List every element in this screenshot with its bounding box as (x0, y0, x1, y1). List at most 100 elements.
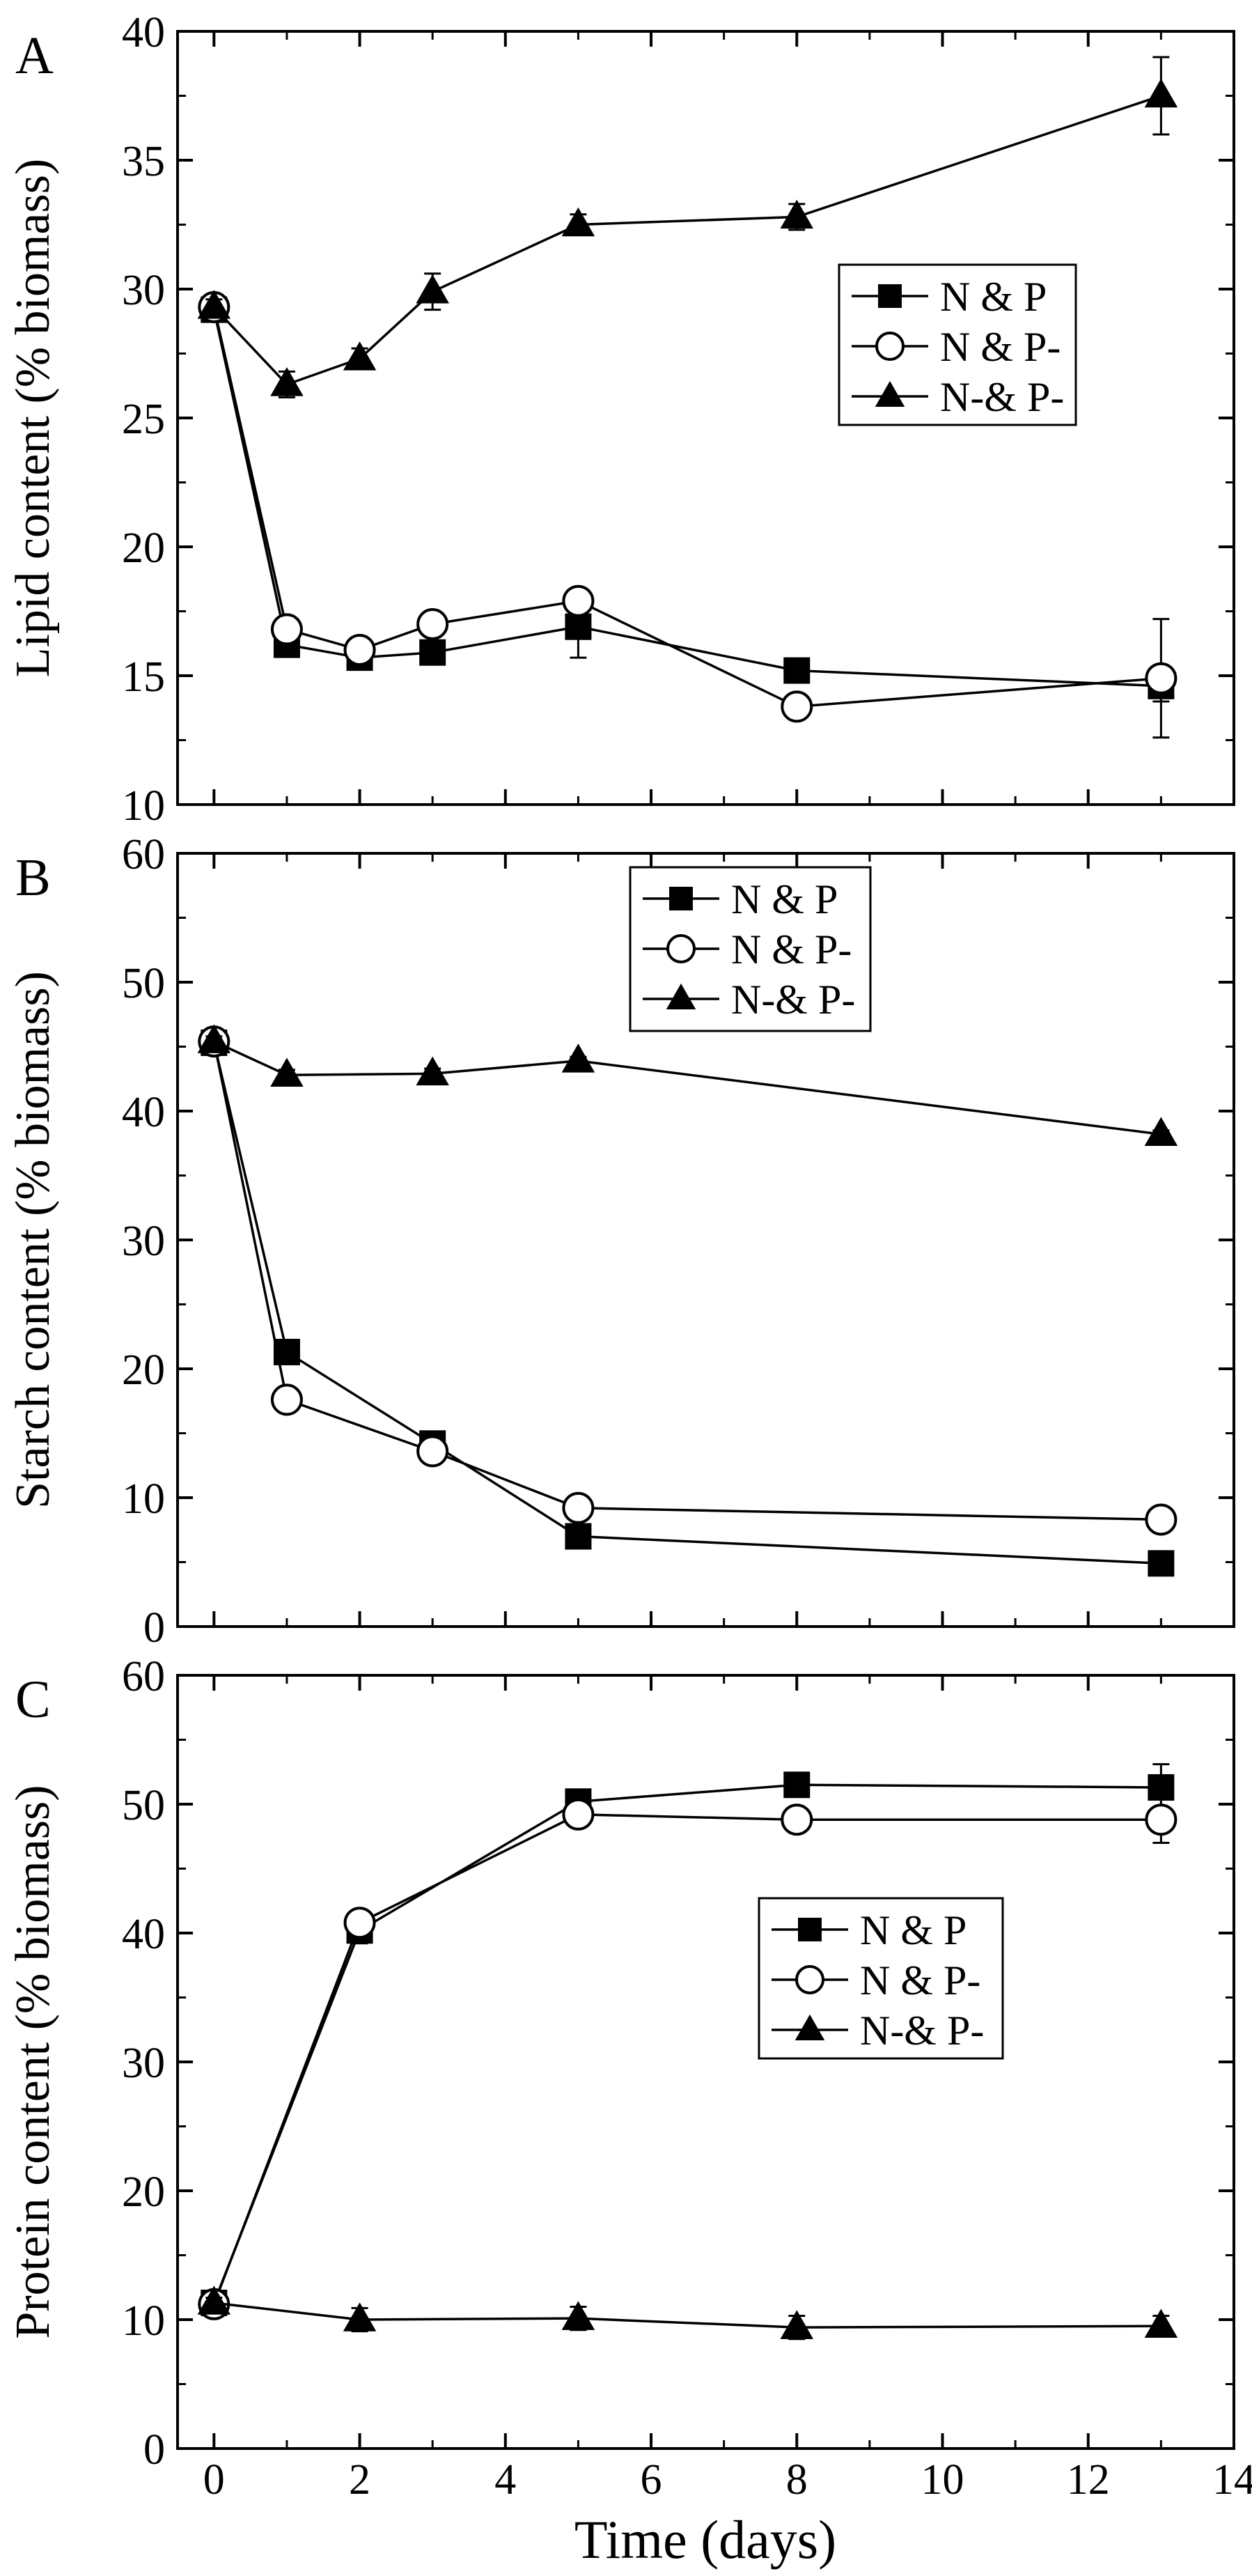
series-triangle (197, 2286, 1178, 2341)
series-circle (198, 1025, 1177, 1536)
panel-a: 10 15 20 25 30 35 40 A Lipid content (% biomass)… (6, 9, 1235, 830)
data-point-triangle (1144, 1117, 1178, 1147)
x-tick-label: 0 (203, 2456, 225, 2504)
data-point-square (783, 657, 811, 684)
y-tick-label: 50 (122, 1782, 165, 1829)
data-point-triangle (561, 2301, 595, 2330)
x-tick-label: 6 (641, 2456, 662, 2504)
series-triangle (197, 1024, 1178, 1147)
legend-marker-square (878, 284, 902, 308)
data-point-circle (1145, 1503, 1177, 1536)
data-point-triangle (780, 2310, 814, 2339)
y-tick-label: 20 (122, 1347, 165, 1394)
y-tick-label: 0 (143, 2426, 165, 2474)
data-point-triangle (343, 2302, 377, 2331)
legend-marker-circle (666, 934, 696, 963)
data-point-square (1148, 1550, 1175, 1577)
legend-label: N & P (860, 1907, 967, 1953)
data-point-triangle (270, 367, 304, 396)
data-point-triangle (197, 2286, 231, 2315)
data-point-triangle (197, 1024, 231, 1053)
data-point-triangle (416, 1056, 449, 1086)
series-triangle (197, 56, 1178, 398)
legend-label: N & P (940, 274, 1047, 320)
data-point-triangle (561, 207, 595, 237)
legend-label: N & P- (731, 926, 852, 972)
data-point-square (783, 1771, 811, 1799)
legend-label: N-& P- (940, 374, 1064, 420)
legend-label: N & P- (860, 1957, 980, 2003)
x-tick-label: 8 (786, 2456, 808, 2504)
data-point-triangle (1144, 2309, 1178, 2338)
data-point-triangle (197, 290, 231, 319)
legend-marker-square (798, 1918, 822, 1941)
panel-b: 0 10 20 30 40 50 60 B Starch content (% biomass)… (6, 831, 1235, 1652)
legend-label: N & P (731, 876, 838, 922)
legend: N & PN & P- N-& P- (629, 866, 872, 1032)
legend-marker-triangle (795, 2014, 825, 2040)
data-point-circle (270, 1383, 303, 1416)
data-point-circle (416, 1435, 449, 1468)
y-tick-label: 0 (143, 1604, 165, 1652)
data-point-square (565, 613, 592, 640)
legend-label: N-& P- (731, 977, 855, 1023)
legend-marker-circle (795, 1965, 824, 1994)
x-tick-label: 12 (1067, 2456, 1110, 2504)
y-tick-label: 15 (122, 653, 165, 701)
y-tick-label: 60 (122, 1653, 165, 1700)
data-point-triangle (270, 1057, 304, 1087)
data-point-circle (562, 1798, 595, 1831)
y-tick-label: 35 (122, 138, 165, 185)
y-tick-label: 20 (122, 525, 165, 572)
data-point-square (565, 1523, 592, 1550)
legend-marker-triangle (875, 380, 905, 407)
data-point-circle (343, 1907, 376, 1939)
y-axis-label: Starch content (% biomass) (6, 971, 60, 1509)
panel-c: 0 10 20 30 40 50 60 C Protein content (% biomass… (6, 1653, 1235, 2474)
y-tick-label: 30 (122, 1218, 165, 1265)
y-tick-label: 25 (122, 396, 165, 443)
y-tick-label: 10 (122, 782, 165, 830)
legend-label: N-& P- (860, 2008, 984, 2054)
data-point-circle (562, 584, 595, 617)
legend: N & PN & P-N-& P- (838, 263, 1077, 426)
x-tick-labels: 0 2 4 6 8 10 12 14 (203, 2456, 1252, 2504)
data-point-circle (781, 1803, 813, 1836)
data-point-triangle (343, 341, 377, 371)
data-point-square (419, 639, 446, 666)
y-tick-label: 20 (122, 2168, 165, 2216)
data-point-circle (270, 613, 303, 646)
y-tick-label: 40 (122, 9, 165, 56)
data-point-circle (343, 634, 376, 666)
data-point-circle (781, 690, 813, 723)
x-tick-label: 4 (494, 2456, 516, 2504)
data-point-circle (1145, 662, 1177, 695)
panel-label: C (15, 1670, 51, 1729)
x-axis-label: Time (days) (574, 2509, 836, 2570)
data-point-circle (416, 608, 449, 640)
y-tick-label: 40 (122, 1911, 165, 1958)
legend-marker-circle (875, 332, 905, 361)
panel-label: A (15, 26, 54, 85)
y-tick-label: 60 (122, 831, 165, 878)
y-tick-label: 50 (122, 960, 165, 1007)
data-point-triangle (780, 199, 814, 229)
legend: N & PN & P- N-& P- (758, 1897, 1004, 2060)
y-tick-label: 10 (122, 1475, 165, 1523)
legend-label: N & P- (940, 324, 1061, 370)
y-tick-label: 10 (122, 2297, 165, 2345)
y-axis-label: Lipid content (% biomass) (6, 159, 60, 678)
data-point-circle (562, 1491, 595, 1524)
data-point-circle (1145, 1803, 1177, 1836)
y-axis-label: Protein content (% biomass) (6, 1785, 60, 2338)
x-tick-label: 10 (921, 2456, 964, 2504)
x-tick-label: 14 (1212, 2456, 1252, 2504)
y-tick-label: 30 (122, 267, 165, 314)
data-point-triangle (416, 274, 449, 304)
legend-marker-triangle (666, 983, 696, 1009)
data-point-triangle (561, 1043, 595, 1073)
data-point-triangle (1144, 78, 1178, 108)
y-tick-label: 30 (122, 2040, 165, 2087)
